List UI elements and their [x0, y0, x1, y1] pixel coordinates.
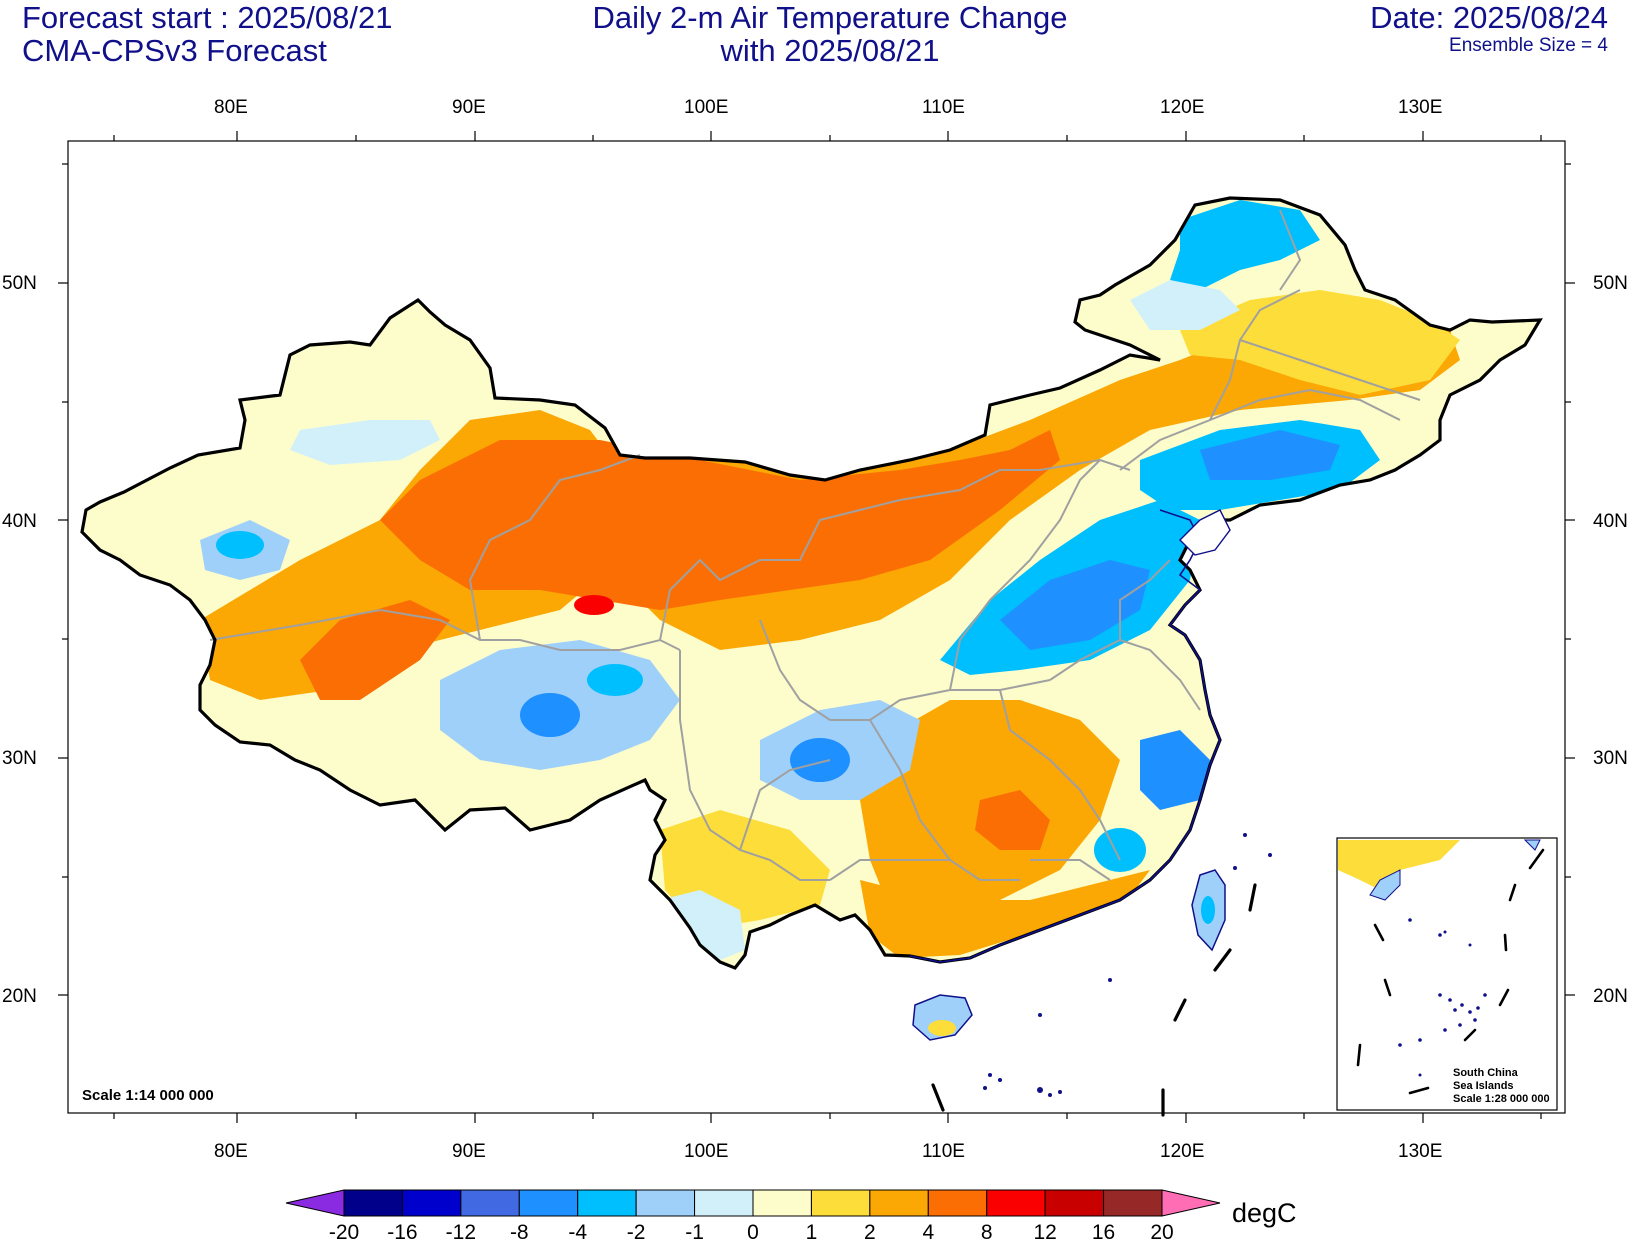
taiwan-core: [1201, 896, 1215, 924]
colorbar-tick-label: -2: [626, 1221, 646, 1244]
map-subtitle: with 2025/08/21: [720, 33, 940, 68]
colorbar-unit: degC: [1232, 1198, 1297, 1228]
scs-island-dots: [983, 833, 1272, 1097]
hot-core-inner-mongolia: [380, 430, 1060, 610]
colorbar-tick-label: 20: [1150, 1221, 1174, 1244]
cool-far-northeast-halo: [1130, 280, 1240, 330]
inset-scale-label: Scale 1:28 000 000: [1453, 1093, 1550, 1105]
colorbar-bin: [343, 1189, 403, 1217]
forecast-start-label: Forecast start : 2025/08/21: [22, 0, 393, 35]
axis-ticks: [58, 131, 1575, 1123]
ensemble-size-label: Ensemble Size = 4: [1449, 35, 1608, 56]
colorbar-bin: [927, 1189, 988, 1217]
lon-label-bottom-90e: 90E: [452, 1141, 486, 1162]
cool-far-northeast: [1170, 200, 1320, 290]
lon-label-bottom-120e: 120E: [1160, 1141, 1205, 1162]
colorbar: [285, 1189, 1221, 1217]
cold-sichuan-core: [790, 738, 850, 782]
colorbar-bin: [401, 1189, 462, 1217]
inset-title-line2: Sea Islands: [1453, 1080, 1514, 1092]
cold-xinjiang-spot: [216, 531, 264, 559]
warm-southern-coast: [860, 870, 1150, 958]
colorbar-tick-label: 4: [922, 1221, 935, 1244]
hot-spot: [574, 595, 614, 615]
colorbar-bin: [869, 1189, 929, 1217]
colorbar-tick-label: -4: [568, 1221, 588, 1244]
colorbar-tick-label: 1: [805, 1221, 818, 1244]
colorbar-bin: [460, 1189, 520, 1217]
colorbar-bin: [1044, 1189, 1105, 1217]
lon-label-top-80e: 80E: [214, 97, 248, 118]
colorbar-tick-label: 8: [980, 1221, 993, 1244]
colorbar-bin: [577, 1189, 637, 1217]
lat-label-right-30n: 30N: [1593, 748, 1628, 769]
lon-label-top-120e: 120E: [1160, 97, 1205, 118]
lon-label-bottom-130e: 130E: [1398, 1141, 1443, 1162]
mild-warm-northeast: [1180, 290, 1460, 395]
lon-label-top-100e: 100E: [684, 97, 729, 118]
cool-jiangsu-coast: [1140, 730, 1210, 810]
colorbar-tick-label: 0: [747, 1221, 759, 1244]
cold-north-china-core: [1000, 560, 1150, 650]
lon-label-top-110e: 110E: [922, 97, 965, 118]
colorbar-tick-label: 16: [1091, 1221, 1116, 1244]
cool-yunnan: [660, 890, 745, 960]
province-borders: [209, 209, 1421, 881]
colorbar-min-arrow: [285, 1189, 345, 1217]
lon-label-top-130e: 130E: [1398, 97, 1443, 118]
colorbar-max-arrow: [1161, 1189, 1221, 1217]
lat-label-right-40n: 40N: [1593, 511, 1628, 532]
coastline: [909, 509, 1221, 963]
lon-label-bottom-110e: 110E: [922, 1141, 965, 1162]
cool-tianshan: [290, 420, 440, 465]
cold-tibet-core: [520, 693, 580, 737]
map-scale-label: Scale 1:14 000 000: [82, 1087, 214, 1104]
lat-label-right-50n: 50N: [1593, 273, 1628, 294]
inset-title-line1: South China: [1453, 1067, 1518, 1079]
cold-tibet-core-2: [587, 664, 643, 696]
cold-liaoning-core: [1200, 430, 1340, 480]
south-china-sea-inset: [1336, 837, 1558, 1111]
bohai-bay: [1179, 509, 1231, 556]
lon-label-top-90e: 90E: [452, 97, 486, 118]
hot-south-core: [975, 790, 1050, 850]
colorbar-bin: [752, 1189, 812, 1217]
colorbar-tick-label: -1: [685, 1221, 704, 1244]
lat-label-left-50n: 50N: [2, 273, 37, 294]
colorbar-tick-label: -20: [328, 1221, 360, 1244]
lat-label-left-30n: 30N: [2, 748, 37, 769]
colorbar-tick-label: -8: [509, 1221, 529, 1244]
lat-label-left-20n: 20N: [2, 986, 37, 1007]
colorbar-tick-label: -16: [387, 1221, 418, 1244]
colorbar-bin: [518, 1189, 579, 1217]
colorbar-bin: [1103, 1189, 1163, 1217]
hot-core-xinjiang: [300, 600, 450, 700]
lon-label-bottom-80e: 80E: [214, 1141, 248, 1162]
colorbar-bin: [694, 1189, 754, 1217]
valid-date-label: Date: 2025/08/24: [1370, 0, 1608, 35]
colorbar-bin: [986, 1189, 1046, 1217]
lat-label-left-40n: 40N: [2, 511, 37, 532]
model-label: CMA-CPSv3 Forecast: [22, 33, 327, 68]
lon-label-bottom-100e: 100E: [684, 1141, 729, 1162]
colorbar-tick-label: 12: [1033, 1221, 1057, 1244]
hainan-warm: [928, 1020, 956, 1036]
cool-fujian: [1094, 828, 1146, 872]
colorbar-tick-label: 2: [864, 1221, 876, 1244]
lat-label-right-20n: 20N: [1593, 986, 1628, 1007]
colorbar-tick-label: -12: [445, 1221, 477, 1244]
map-title: Daily 2-m Air Temperature Change: [592, 0, 1068, 35]
colorbar-bin: [635, 1189, 696, 1217]
hainan-island: [912, 994, 973, 1041]
nine-dash-line: [931, 883, 1257, 1117]
colorbar-bin: [810, 1189, 871, 1217]
